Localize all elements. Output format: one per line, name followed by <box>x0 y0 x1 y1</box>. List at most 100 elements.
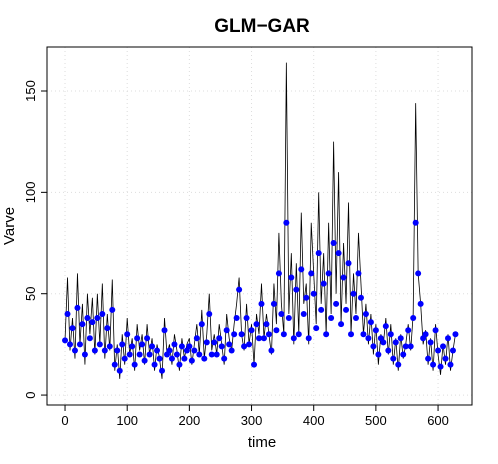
data-point <box>310 290 317 297</box>
data-point <box>390 355 397 362</box>
data-point <box>300 310 307 317</box>
data-point <box>201 355 208 362</box>
data-point <box>370 343 377 350</box>
data-point <box>218 343 225 350</box>
plot-border <box>46 46 473 406</box>
data-point <box>126 351 133 358</box>
data-point <box>432 327 439 334</box>
data-point <box>91 347 98 354</box>
data-point <box>260 335 267 342</box>
data-point <box>226 341 233 348</box>
data-point <box>340 274 347 281</box>
data-point <box>246 341 253 348</box>
data-point <box>243 315 250 322</box>
data-point <box>380 339 387 346</box>
data-point <box>181 355 188 362</box>
data-point <box>357 294 364 301</box>
data-point <box>402 343 409 350</box>
data-point <box>141 357 148 364</box>
data-point <box>362 310 369 317</box>
data-point <box>116 367 123 374</box>
data-point <box>198 321 205 328</box>
data-point <box>360 331 367 338</box>
data-point <box>196 351 203 358</box>
data-point <box>144 335 151 342</box>
data-point <box>305 335 312 342</box>
data-point <box>445 335 452 342</box>
data-point <box>270 300 277 307</box>
data-point <box>348 331 355 338</box>
data-point <box>318 306 325 313</box>
data-point <box>233 315 240 322</box>
data-point <box>280 331 287 338</box>
data-point <box>186 343 193 350</box>
data-point <box>223 327 230 334</box>
data-point <box>335 250 342 257</box>
data-point <box>231 331 238 338</box>
data-point <box>206 310 213 317</box>
series-line <box>64 62 456 379</box>
data-point <box>328 315 335 322</box>
data-point <box>71 347 78 354</box>
data-point <box>136 351 143 358</box>
data-point <box>131 361 138 368</box>
data-point <box>129 343 136 350</box>
data-point <box>119 341 126 348</box>
data-point <box>382 323 389 330</box>
data-point <box>96 341 103 348</box>
data-point <box>315 250 322 257</box>
data-point <box>293 286 300 293</box>
data-point <box>265 331 272 338</box>
data-point <box>320 280 327 287</box>
data-point <box>407 343 414 350</box>
data-point <box>452 331 459 338</box>
data-point <box>338 321 345 328</box>
data-point <box>365 335 372 342</box>
data-point <box>278 310 285 317</box>
chart-title: GLM−GAR <box>214 16 310 37</box>
x-axis-label: time <box>248 434 276 451</box>
data-point <box>64 310 71 317</box>
data-point <box>308 270 315 277</box>
data-point <box>74 304 81 311</box>
data-point <box>442 355 449 362</box>
data-point <box>104 325 111 332</box>
data-point <box>76 341 83 348</box>
data-point <box>216 335 223 342</box>
data-point <box>241 343 248 350</box>
data-point <box>236 286 243 293</box>
y-tick-label: 150 <box>23 80 38 102</box>
data-point <box>213 351 220 358</box>
data-point <box>151 361 158 368</box>
data-point <box>258 300 265 307</box>
y-tick-label: 100 <box>23 181 38 203</box>
data-point <box>290 335 297 342</box>
data-point <box>410 315 417 322</box>
data-point <box>134 335 141 342</box>
data-point <box>191 347 198 354</box>
data-point <box>447 361 454 368</box>
data-point <box>166 347 173 354</box>
x-tick-label: 500 <box>365 413 387 428</box>
data-point <box>124 331 131 338</box>
data-point <box>89 319 96 326</box>
data-point <box>173 351 180 358</box>
data-point <box>203 339 210 346</box>
data-point <box>355 270 362 277</box>
data-point <box>146 351 153 358</box>
data-point <box>159 367 166 374</box>
data-point <box>69 325 76 332</box>
data-point <box>248 327 255 334</box>
data-point <box>387 331 394 338</box>
data-point <box>171 341 178 348</box>
data-point <box>313 325 320 332</box>
y-tick-label: 0 <box>23 391 38 398</box>
data-point <box>109 306 116 313</box>
data-point <box>385 347 392 354</box>
data-point <box>288 274 295 281</box>
data-point <box>253 321 260 328</box>
data-point <box>427 339 434 346</box>
data-point <box>111 361 118 368</box>
data-point <box>350 290 357 297</box>
data-point <box>156 355 163 362</box>
